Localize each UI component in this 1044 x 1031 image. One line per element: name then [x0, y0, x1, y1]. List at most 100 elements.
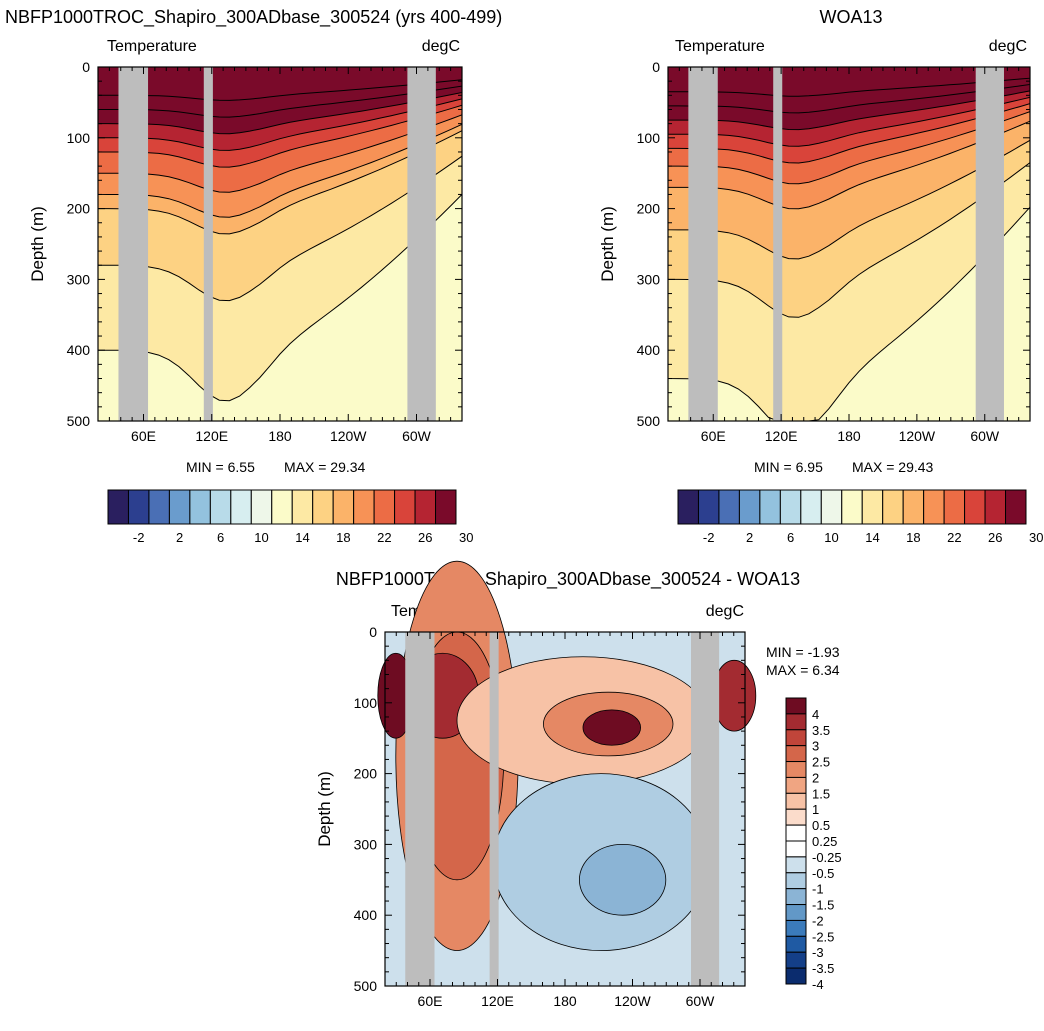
colorbar-swatch [861, 489, 884, 525]
colorbar-swatch [271, 489, 293, 525]
y-tick-label: 400 [67, 342, 91, 358]
colorbar-swatch [943, 489, 966, 525]
variable-label-model: Temperature [107, 38, 197, 55]
plot-frame [384, 631, 746, 987]
panel-title-model: NBFP1000TROC_Shapiro_300ADbase_300524 (y… [5, 7, 502, 28]
colorbar-label: 18 [906, 530, 920, 545]
max-label-model: MAX = 29.34 [284, 459, 366, 475]
y-axis-label: Depth (m) [598, 206, 617, 282]
colorbar-label: -3 [812, 945, 824, 960]
y-tick-label: 300 [354, 836, 378, 852]
plot-frame [97, 66, 463, 422]
x-tick-label: 60E [131, 428, 156, 444]
colorbar-label: 22 [947, 530, 961, 545]
colorbar-swatch [1005, 489, 1027, 525]
land-mask [405, 632, 435, 986]
colorbar-swatch [882, 489, 904, 525]
colorbar-label: 30 [459, 530, 473, 545]
land-mask [203, 67, 213, 421]
min-label-diff: MIN = -1.93 [766, 644, 840, 660]
y-tick-label: 200 [354, 766, 378, 782]
colorbar-label: 2 [176, 530, 183, 545]
y-tick-label: 500 [637, 413, 661, 429]
panel-model: 0 100 200 300 400 500 60E 120E 180 120W 60W Depth (… [28, 59, 463, 444]
y-tick-label: 200 [637, 201, 661, 217]
colorbar-label: 3 [812, 739, 819, 754]
colorbar-label: -4 [812, 977, 824, 992]
difference-contour [582, 709, 641, 746]
colorbar-swatch [168, 489, 191, 525]
colorbar-swatch [785, 776, 807, 794]
panel-diff: 0 100 200 300 400 500 60E 120E 180 120W 60W Depth (… [315, 560, 757, 1009]
colorbar-swatch [189, 489, 211, 525]
y-tick-label: 200 [67, 201, 91, 217]
colorbar-label: 26 [418, 530, 432, 545]
land-mask [407, 67, 436, 421]
colorbar-swatch [312, 489, 334, 525]
colorbar-swatch [394, 489, 416, 525]
colorbar-swatch [785, 951, 807, 969]
colorbar-swatch [785, 935, 807, 953]
y-tick-label: 100 [354, 695, 378, 711]
colorbar-swatch [738, 489, 761, 525]
colorbar-swatch [353, 489, 375, 525]
colorbar-label: 22 [377, 530, 391, 545]
colorbar-swatch [785, 904, 807, 921]
colorbar-swatch [127, 489, 150, 525]
units-label-diff: degC [706, 603, 744, 620]
colorbar-label: -2 [703, 530, 715, 545]
colorbar-label: 2 [746, 530, 753, 545]
max-label-obs: MAX = 29.43 [852, 459, 934, 475]
min-label-obs: MIN = 6.95 [754, 459, 823, 475]
colorbar-label: -2 [133, 530, 145, 545]
colorbar-label: 30 [1029, 530, 1043, 545]
colorbar-swatch [785, 840, 807, 858]
y-tick-label: 500 [67, 413, 91, 429]
colorbar-label: 10 [824, 530, 838, 545]
colorbar-label: -1.5 [812, 898, 834, 913]
colorbar-swatch [291, 489, 314, 525]
y-tick-label: 300 [637, 271, 661, 287]
colorbar-swatch [148, 489, 170, 525]
colorbar-swatch [785, 745, 807, 763]
y-tick-label: 100 [67, 130, 91, 146]
colorbar-swatch [785, 729, 807, 747]
colorbar-swatch [785, 856, 807, 874]
colorbar-swatch [785, 697, 807, 715]
colorbar-swatch [779, 489, 802, 525]
colorbar-swatch [785, 792, 807, 810]
colorbar-swatch [230, 489, 252, 525]
colorbar-swatch [718, 489, 740, 525]
variable-label-obs: Temperature [675, 38, 765, 55]
x-tick-label: 120W [330, 428, 367, 444]
colorbar-label: 14 [295, 530, 309, 545]
x-tick-label: 60W [402, 428, 432, 444]
x-tick-label: 60W [970, 428, 1000, 444]
colorbar-swatch [785, 761, 807, 778]
x-tick-label: 120E [765, 428, 798, 444]
y-tick-label: 400 [637, 342, 661, 358]
colorbar-label: 26 [988, 530, 1002, 545]
colorbar-swatch [785, 967, 807, 985]
land-mask [975, 67, 1004, 421]
x-tick-label: 120E [481, 993, 514, 1009]
x-tick-label: 120W [614, 993, 651, 1009]
colorbar-label: 4 [812, 707, 819, 722]
colorbar-label: 1.5 [812, 786, 830, 801]
colorbar-swatch [923, 489, 945, 525]
colorbar-swatch [697, 489, 720, 525]
colorbar-swatch [785, 824, 807, 842]
units-label-model: degC [422, 38, 460, 55]
colorbar-label: 0.25 [812, 834, 837, 849]
x-tick-label: 120W [899, 428, 936, 444]
x-tick-label: 60E [701, 428, 726, 444]
colorbar-label: -2.5 [812, 929, 834, 944]
colorbar-swatch [800, 489, 822, 525]
units-label-obs: degC [989, 38, 1027, 55]
x-tick-label: 180 [553, 993, 577, 1009]
y-tick-label: 100 [637, 130, 661, 146]
colorbar-swatch [677, 489, 699, 525]
colorbar-label: -0.5 [812, 866, 834, 881]
x-tick-label: 120E [195, 428, 228, 444]
